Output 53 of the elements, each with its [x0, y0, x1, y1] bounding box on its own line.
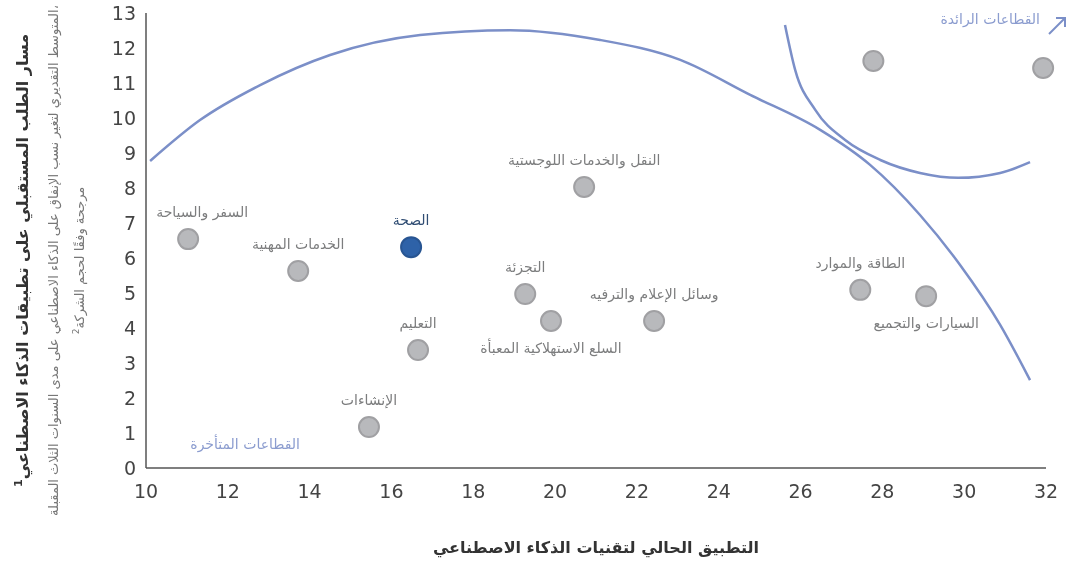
x-tick-label: 20 [543, 480, 568, 502]
annotation: التجزئة [504, 259, 546, 277]
y-tick-label: 9 [123, 141, 136, 164]
annotation: الصحة [392, 212, 430, 229]
annotation: السيارات والتجميع [873, 315, 979, 333]
point [573, 175, 596, 198]
y-tick-label: 5 [123, 281, 136, 304]
x-tick-label: 32 [1033, 480, 1059, 502]
point [407, 339, 430, 362]
annotation: القطاعات الرائدة [940, 11, 1040, 28]
y-tick-label: 10 [111, 106, 136, 129]
y-tick-label: 8 [123, 176, 136, 199]
y-tick-label: 13 [111, 1, 136, 24]
annotation: التعليم [399, 315, 437, 333]
x-tick-label: 22 [624, 480, 649, 502]
y-tick-label: 4 [123, 316, 136, 339]
point [643, 310, 666, 332]
x-tick-label: 12 [215, 480, 240, 502]
point [177, 228, 200, 251]
x-tick-label: 28 [870, 480, 895, 502]
annotation: الطاقة والموارد [815, 254, 906, 272]
y-tick-label: 7 [123, 211, 136, 234]
y-tick-label: 1 [123, 421, 136, 444]
annotation: الخدمات المهنية [251, 235, 345, 253]
y-tick-label: 6 [123, 246, 136, 269]
point [540, 310, 562, 332]
y-tick-label: 3 [123, 351, 136, 374]
point [862, 49, 885, 72]
annotation: السلع الاستهلاكية المعبأة [480, 338, 622, 357]
point [514, 283, 537, 306]
annotation: النقل والخدمات اللوجستية [507, 151, 661, 169]
point [849, 278, 872, 301]
point [400, 236, 423, 259]
point [357, 416, 380, 439]
point [287, 259, 310, 282]
x-tick-label: 18 [461, 480, 486, 502]
y-tick-label: 12 [111, 36, 136, 59]
annotation: السفر والسياحة [156, 204, 249, 222]
x-tick-label: 24 [706, 480, 731, 502]
x-tick-label: 26 [788, 480, 813, 502]
y-tick-label: 2 [123, 386, 136, 409]
point [915, 285, 938, 308]
x-tick-label: 14 [297, 480, 322, 502]
annotation: القطاعات المتأخرة [190, 434, 300, 453]
y-tick-label: 0 [123, 456, 136, 479]
x-tick-label: 16 [379, 480, 404, 502]
point [1032, 56, 1055, 79]
y-tick-label: 11 [111, 71, 136, 94]
annotation: الإنشاءات [340, 392, 398, 410]
x-tick-label: 30 [952, 480, 977, 502]
x-axis-title: التطبيق الحالي لتقنيات الذكاء الاصطناعي [432, 538, 760, 558]
annotation: وسائل الإعلام والترفيه [589, 286, 719, 303]
line-series [148, 28, 1032, 382]
